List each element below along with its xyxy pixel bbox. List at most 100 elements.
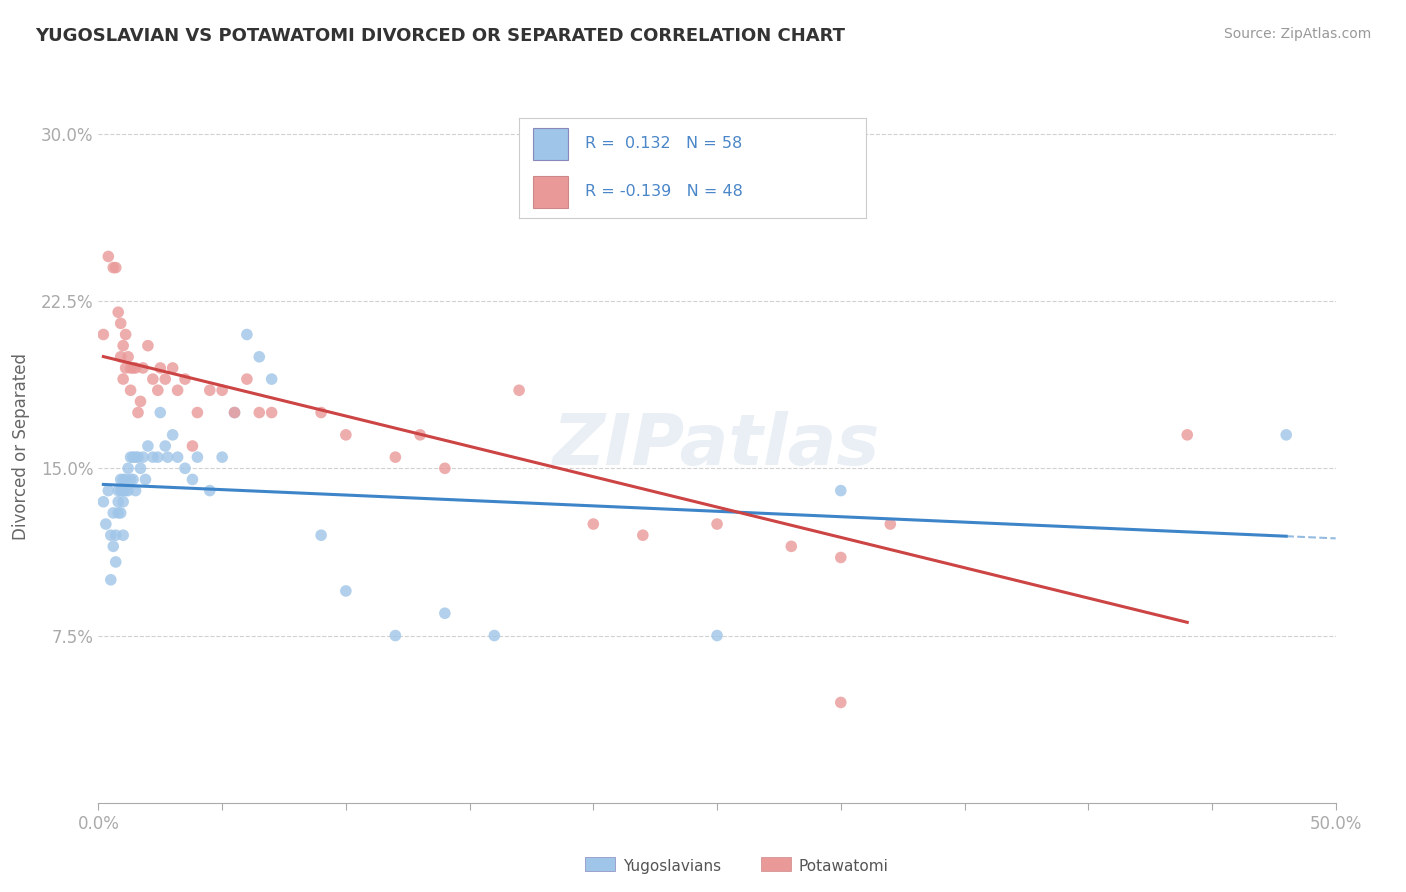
Point xyxy=(211,384,233,398)
Point xyxy=(114,483,136,498)
Point xyxy=(110,350,132,364)
Point xyxy=(100,528,122,542)
Point xyxy=(93,327,115,342)
Point xyxy=(384,628,406,642)
Point xyxy=(107,494,129,508)
Point xyxy=(146,384,169,398)
Point xyxy=(112,528,135,542)
Point xyxy=(112,494,135,508)
Point xyxy=(103,539,125,553)
Point xyxy=(120,360,142,375)
Point xyxy=(124,483,146,498)
Point xyxy=(1275,427,1298,442)
Point xyxy=(155,372,177,386)
Point xyxy=(582,516,605,531)
Point xyxy=(155,439,177,453)
Point xyxy=(114,473,136,487)
Point xyxy=(830,483,852,498)
Point xyxy=(309,405,332,419)
Point xyxy=(335,583,357,598)
Point xyxy=(260,372,283,386)
Point xyxy=(1175,427,1198,442)
Point xyxy=(142,372,165,386)
Point xyxy=(117,461,139,475)
Point xyxy=(134,473,156,487)
Point xyxy=(384,450,406,464)
Point xyxy=(132,360,155,375)
Point xyxy=(433,461,456,475)
Point xyxy=(112,338,135,352)
Point xyxy=(198,483,221,498)
Point xyxy=(104,555,127,569)
Text: Potawatomi: Potawatomi xyxy=(799,859,889,873)
Point xyxy=(117,350,139,364)
Point xyxy=(117,483,139,498)
Point xyxy=(186,450,208,464)
Point xyxy=(124,360,146,375)
Point xyxy=(122,450,145,464)
Point xyxy=(110,483,132,498)
Point xyxy=(162,427,184,442)
Point xyxy=(508,384,530,398)
Point xyxy=(94,516,117,531)
Point xyxy=(879,516,901,531)
Text: YUGOSLAVIAN VS POTAWATOMI DIVORCED OR SEPARATED CORRELATION CHART: YUGOSLAVIAN VS POTAWATOMI DIVORCED OR SE… xyxy=(35,27,845,45)
Point xyxy=(211,450,233,464)
Point xyxy=(236,372,259,386)
Point xyxy=(142,450,165,464)
Point xyxy=(97,249,120,264)
Point xyxy=(174,372,197,386)
Point xyxy=(224,405,246,419)
Point xyxy=(110,316,132,330)
Point xyxy=(260,405,283,419)
Point xyxy=(104,260,127,275)
Point xyxy=(706,516,728,531)
Point xyxy=(181,439,204,453)
Point xyxy=(110,506,132,520)
Y-axis label: Divorced or Separated: Divorced or Separated xyxy=(11,352,30,540)
Point xyxy=(114,360,136,375)
Point xyxy=(103,506,125,520)
Point xyxy=(114,327,136,342)
Point xyxy=(97,483,120,498)
Point xyxy=(136,439,159,453)
Point xyxy=(107,506,129,520)
Point xyxy=(409,427,432,442)
Point xyxy=(136,338,159,352)
Point xyxy=(127,405,149,419)
Point xyxy=(186,405,208,419)
Point xyxy=(120,473,142,487)
Point xyxy=(309,528,332,542)
Point xyxy=(166,450,188,464)
Point xyxy=(830,696,852,710)
Point xyxy=(146,450,169,464)
Point xyxy=(120,450,142,464)
Point xyxy=(484,628,506,642)
Point xyxy=(93,494,115,508)
Point xyxy=(335,427,357,442)
Point xyxy=(181,473,204,487)
Point xyxy=(104,528,127,542)
Point xyxy=(127,450,149,464)
Point xyxy=(149,405,172,419)
Point xyxy=(129,461,152,475)
Point xyxy=(107,305,129,319)
Point xyxy=(110,473,132,487)
Point xyxy=(162,360,184,375)
Bar xyxy=(761,857,792,871)
Point xyxy=(124,450,146,464)
Point xyxy=(112,483,135,498)
Point xyxy=(631,528,654,542)
Point xyxy=(247,350,270,364)
Text: Yugoslavians: Yugoslavians xyxy=(623,859,721,873)
Point xyxy=(149,360,172,375)
Bar xyxy=(585,857,616,871)
Point xyxy=(129,394,152,409)
Point xyxy=(224,405,246,419)
Point xyxy=(780,539,803,553)
Point xyxy=(122,360,145,375)
Text: Source: ZipAtlas.com: Source: ZipAtlas.com xyxy=(1223,27,1371,41)
Point xyxy=(830,550,852,565)
Point xyxy=(166,384,188,398)
Point xyxy=(112,372,135,386)
